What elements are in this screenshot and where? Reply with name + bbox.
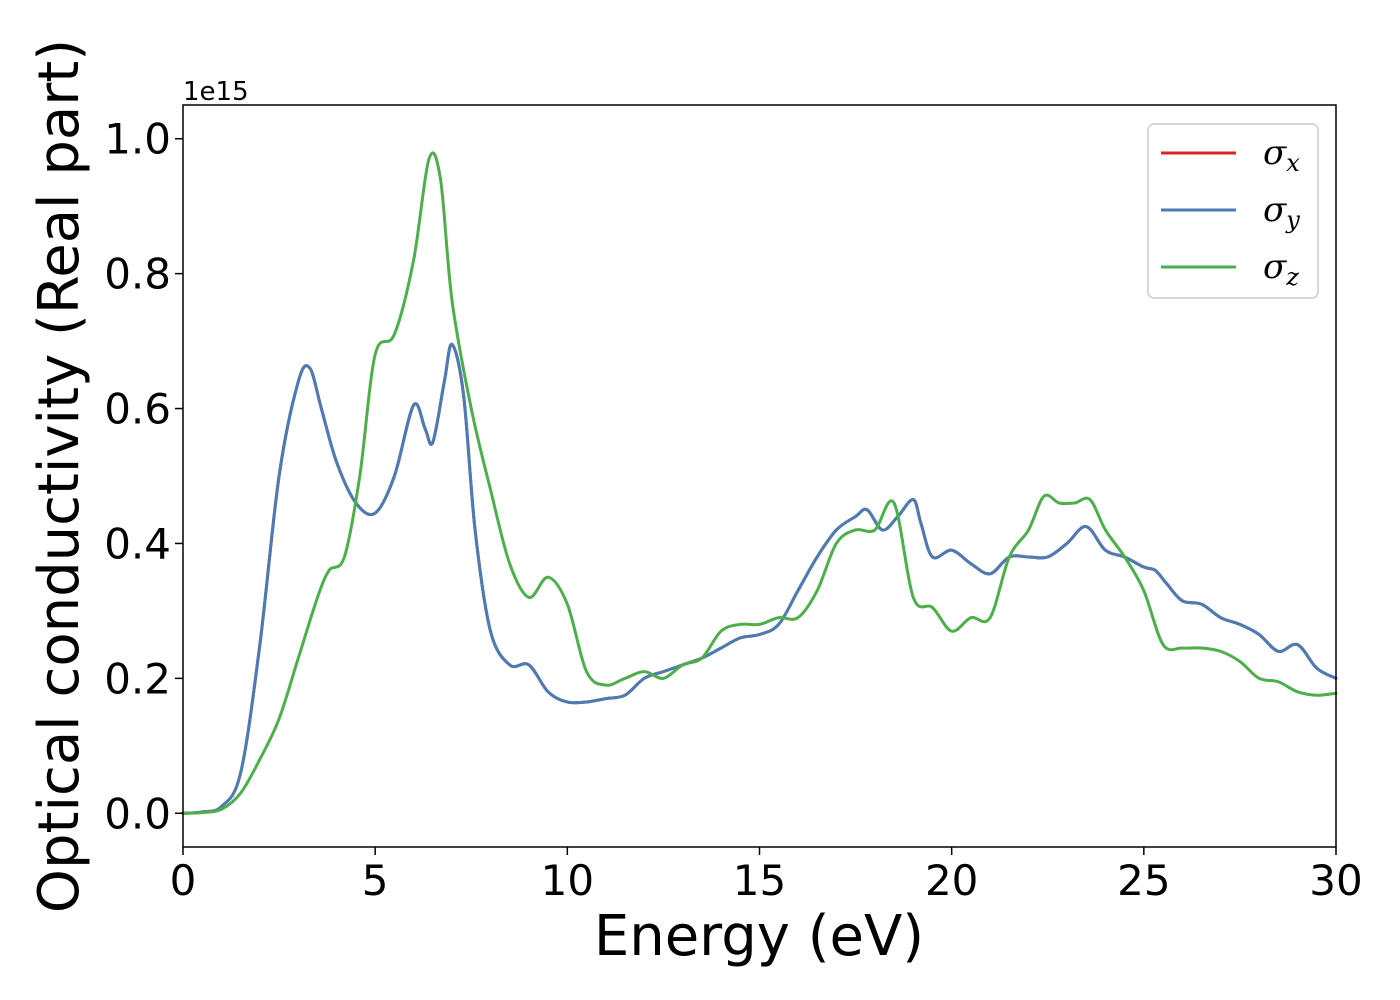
- series-line-y: [181, 342, 1338, 815]
- legend-label-x: σx: [1263, 133, 1300, 177]
- legend: σx σy σz: [1147, 123, 1319, 299]
- y-tick-label: 1.0: [104, 115, 171, 164]
- y-tick-label: 0.2: [104, 654, 171, 703]
- y-tick-label: 0.4: [104, 519, 171, 568]
- y-axis-ticks: 0.0 0.2 0.4 0.6 0.8 1.0: [104, 115, 183, 838]
- x-tick-label: 5: [362, 856, 389, 905]
- x-axis-ticks: 0 5 10 15 20 25 30: [170, 847, 1363, 905]
- x-tick-label: 0: [170, 856, 197, 905]
- x-tick-label: 30: [1309, 856, 1362, 905]
- y-tick-label: 0.8: [104, 250, 171, 299]
- y-offset-label: 1e15: [183, 77, 249, 107]
- legend-label-z: σz: [1263, 247, 1299, 291]
- x-tick-label: 15: [733, 856, 786, 905]
- x-axis-title: Energy (eV): [594, 904, 924, 969]
- series-line-z: [181, 151, 1338, 815]
- y-axis-title: Optical conductivity (Real part): [27, 39, 92, 913]
- legend-label-y: σy: [1263, 190, 1300, 234]
- series-layer: [181, 151, 1338, 815]
- x-tick-label: 25: [1117, 856, 1170, 905]
- y-tick-label: 0.0: [104, 789, 171, 838]
- y-tick-label: 0.6: [104, 385, 171, 434]
- x-tick-label: 20: [925, 856, 978, 905]
- x-tick-label: 10: [541, 856, 594, 905]
